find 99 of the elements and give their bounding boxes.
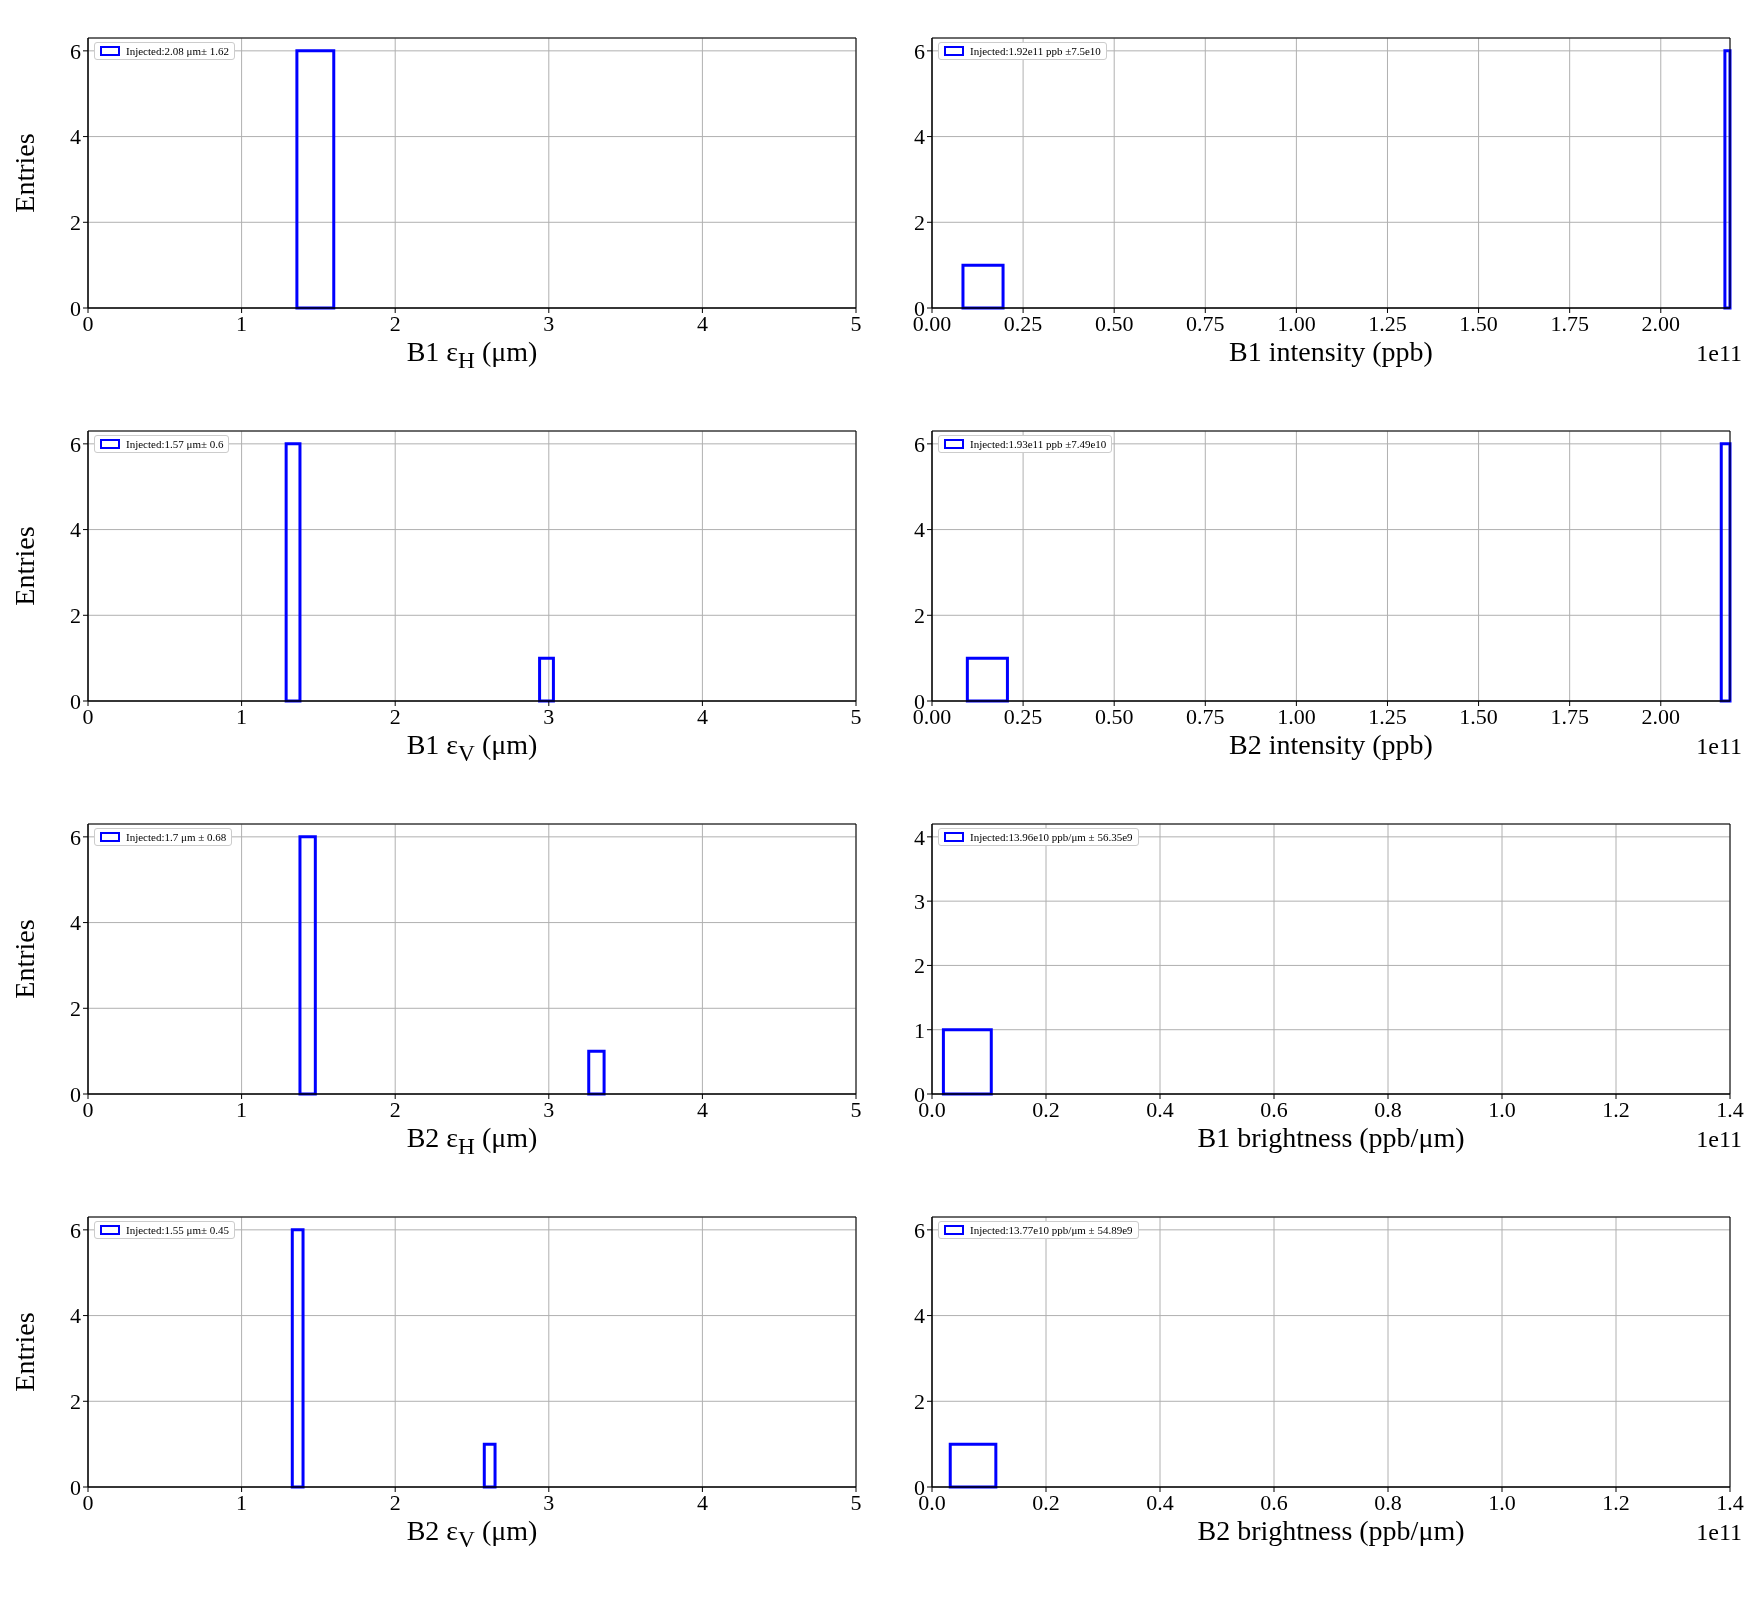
y-tick-label: 4 — [914, 1303, 925, 1329]
x-tick-label: 0.8 — [1374, 1096, 1402, 1122]
x-tick-label: 0.50 — [1094, 703, 1134, 729]
x-tick-label: 2 — [389, 1096, 401, 1122]
x-tick-label: 0.25 — [1003, 310, 1043, 336]
y-axis-title: Entries — [9, 1312, 41, 1392]
x-axis-title: B1 ε$_{H}$ (μm) — [405, 336, 539, 374]
y-tick-label: 4 — [914, 517, 925, 543]
x-tick-label: 1.2 — [1602, 1489, 1630, 1515]
y-tick-label: 2 — [70, 210, 81, 236]
x-tick-label: 1.4 — [1716, 1096, 1744, 1122]
x-tick-label: 5 — [850, 310, 862, 336]
x-tick-label: 1 — [236, 310, 248, 336]
x-tick-label: 1.0 — [1488, 1489, 1516, 1515]
x-tick-label: 0.8 — [1374, 1489, 1402, 1515]
x-tick-label: 3 — [543, 703, 555, 729]
x-tick-label: 3 — [543, 1096, 555, 1122]
x-tick-label: 5 — [850, 703, 862, 729]
y-tick-label: 4 — [914, 124, 925, 150]
y-tick-label: 4 — [70, 124, 81, 150]
x-tick-label: 0.6 — [1260, 1096, 1288, 1122]
legend-label: Injected:1.93e11 ppb ±7.49e10 — [970, 438, 1107, 450]
x-axis-title: B2 intensity (ppb) — [1229, 729, 1433, 760]
y-tick-label: 2 — [914, 210, 925, 236]
x-axis-title: B2 ε$_{V}$ (μm) — [405, 1515, 539, 1553]
x-tick-label: 0.75 — [1186, 310, 1225, 336]
x-tick-label: 1.4 — [1716, 1489, 1744, 1515]
x-tick-label: 0.4 — [1146, 1489, 1174, 1515]
x-tick-label: 5 — [850, 1489, 862, 1515]
x-tick-label: 2 — [389, 1489, 401, 1515]
y-tick-label: 6 — [70, 1217, 81, 1243]
x-tick-label: 1.00 — [1277, 703, 1316, 729]
legend-label: Injected:1.92e11 ppb ±7.5e10 — [970, 45, 1101, 57]
x-tick-label: 1.75 — [1550, 310, 1589, 336]
x-tick-label: 1 — [236, 1489, 248, 1515]
text: 1e11 — [1696, 340, 1742, 367]
y-tick-label: 4 — [914, 824, 925, 850]
x-tick-label: 2 — [389, 703, 401, 729]
x-tick-label: 2.00 — [1641, 310, 1681, 336]
x-tick-label: 0.75 — [1186, 703, 1225, 729]
x-tick-label: 4 — [696, 1489, 708, 1515]
x-tick-label: 1 — [236, 1096, 248, 1122]
y-tick-label: 2 — [914, 953, 925, 979]
legend-label: Injected:13.77e10 ppb/μm ± 54.89e9 — [970, 1224, 1133, 1236]
y-tick-label: 6 — [914, 431, 925, 457]
y-tick-label: 3 — [914, 888, 925, 914]
x-tick-label: 1 — [236, 703, 248, 729]
y-tick-label: 1 — [914, 1017, 925, 1043]
legend-label: Injected:13.96e10 ppb/μm ± 56.35e9 — [970, 831, 1133, 843]
legend-label: Injected:2.08 μm± 1.62 — [126, 45, 229, 57]
text: 1e11 — [1696, 733, 1742, 760]
y-tick-label: 4 — [70, 517, 81, 543]
x-tick-label: 0.4 — [1146, 1096, 1174, 1122]
x-tick-label: 1.50 — [1459, 703, 1498, 729]
legend-label: Injected:1.55 μm± 0.45 — [126, 1224, 229, 1236]
x-tick-label: 0.25 — [1003, 703, 1043, 729]
x-axis-title: B2 ε$_{H}$ (μm) — [405, 1122, 539, 1160]
y-tick-label: 2 — [914, 603, 925, 629]
text: 1e11 — [1696, 1519, 1742, 1546]
y-axis-title: Entries — [9, 526, 41, 606]
x-tick-label: 2.00 — [1641, 703, 1681, 729]
x-tick-label: 1.25 — [1368, 703, 1407, 729]
y-tick-label: 4 — [70, 1303, 81, 1329]
y-tick-label: 2 — [914, 1389, 925, 1415]
y-tick-label: 6 — [914, 1217, 925, 1243]
x-tick-label: 1.75 — [1550, 703, 1589, 729]
y-tick-label: 6 — [70, 431, 81, 457]
x-tick-label: 1.0 — [1488, 1096, 1516, 1122]
x-axis-title: B1 ε$_{V}$ (μm) — [405, 729, 539, 767]
y-tick-label: 2 — [70, 996, 81, 1022]
x-axis-title: B2 brightness (ppb/μm) — [1197, 1515, 1465, 1546]
x-axis-title: B1 brightness (ppb/μm) — [1197, 1122, 1465, 1153]
x-tick-label: 5 — [850, 1096, 862, 1122]
x-tick-label: 4 — [696, 1096, 708, 1122]
x-tick-label: 1.2 — [1602, 1096, 1630, 1122]
x-tick-label: 4 — [696, 703, 708, 729]
x-tick-label: 2 — [389, 310, 401, 336]
y-tick-label: 6 — [914, 38, 925, 64]
y-tick-label: 6 — [70, 38, 81, 64]
x-tick-label: 0.6 — [1260, 1489, 1288, 1515]
x-tick-label: 1.00 — [1277, 310, 1316, 336]
x-tick-label: 0.2 — [1032, 1489, 1060, 1515]
y-tick-label: 2 — [70, 603, 81, 629]
x-tick-label: 3 — [543, 310, 555, 336]
y-tick-label: 2 — [70, 1389, 81, 1415]
y-axis-title: Entries — [9, 133, 41, 213]
x-tick-label: 3 — [543, 1489, 555, 1515]
x-tick-label: 4 — [696, 310, 708, 336]
x-tick-label: 0.2 — [1032, 1096, 1060, 1122]
legend-label: Injected:1.7 μm ± 0.68 — [126, 831, 227, 843]
x-tick-label: 1.50 — [1459, 310, 1498, 336]
legend-label: Injected:1.57 μm± 0.6 — [126, 438, 224, 450]
x-tick-label: 1.25 — [1368, 310, 1407, 336]
y-axis-title: Entries — [9, 919, 41, 999]
y-tick-label: 6 — [70, 824, 81, 850]
x-tick-label: 0.50 — [1094, 310, 1134, 336]
text: 1e11 — [1696, 1126, 1742, 1153]
y-tick-label: 4 — [70, 910, 81, 936]
x-axis-title: B1 intensity (ppb) — [1229, 336, 1433, 367]
